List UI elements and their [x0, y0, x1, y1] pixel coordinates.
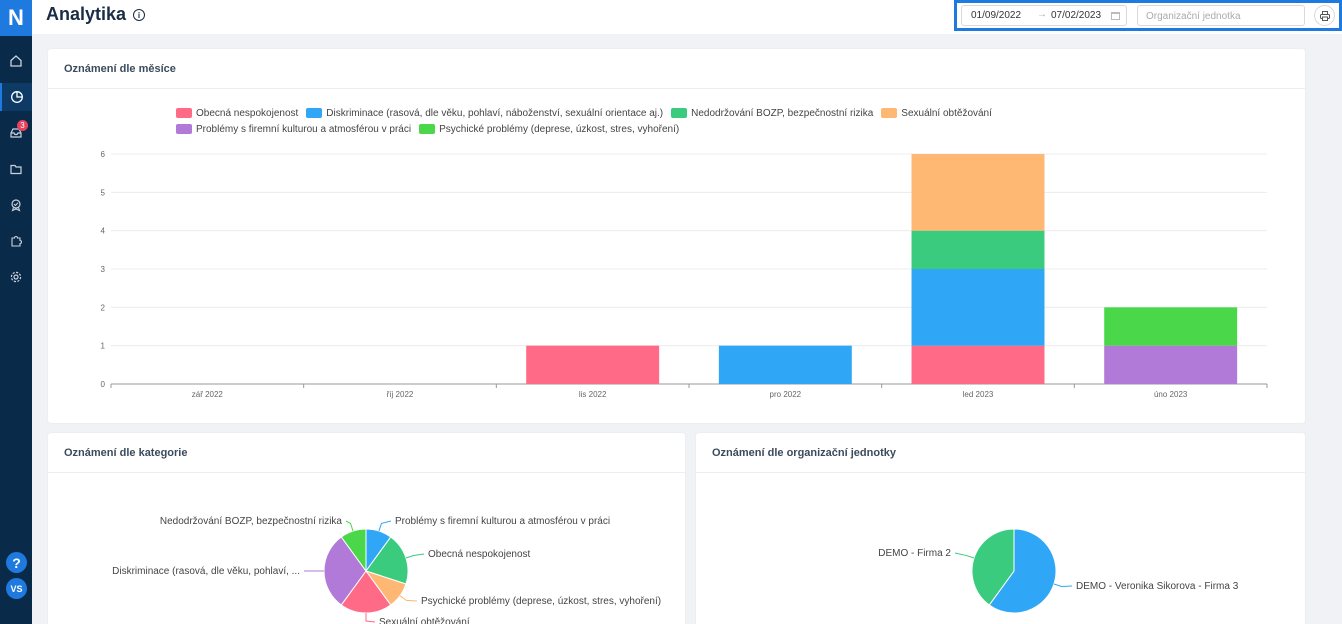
legend-item[interactable]: Nedodržování BOZP, bezpečnostní rizika [671, 105, 873, 121]
legend-item[interactable]: Obecná nespokojenost [176, 105, 298, 121]
pie-label-line [405, 553, 425, 559]
x-tick-label: zář 2022 [192, 390, 224, 399]
legend-label: Obecná nespokojenost [196, 107, 299, 119]
legend-label: Sexuální obtěžování [901, 107, 992, 119]
pie-label-line [1053, 583, 1073, 587]
legend-item[interactable]: Problémy s firemní kulturou a atmosférou… [176, 121, 411, 137]
x-tick-label: led 2023 [963, 390, 994, 399]
pie-label-line [399, 595, 418, 602]
pie-label: Obecná nespokojenost [428, 549, 531, 560]
bar-chart: 0 1 2 3 4 5 6 zář 2022 říj 2022 lis 2022 pro 2022 l… [101, 150, 1268, 399]
card-reports-by-category: Oznámení dle kategorie Problémy s firemn… [48, 433, 685, 624]
help-button[interactable]: ? [6, 552, 27, 573]
chart-legend: Obecná nespokojenost Diskriminace (rasová… [176, 105, 1236, 137]
date-to[interactable]: 07/02/2023 [1051, 10, 1102, 21]
pie-slice[interactable] [988, 528, 1057, 614]
pie-label: Psychické problémy (deprese, úzkost, str… [421, 596, 661, 607]
x-tick-label: říj 2022 [387, 390, 414, 399]
calendar-icon [1111, 12, 1120, 20]
printer-icon [1319, 10, 1330, 21]
legend-swatch [419, 124, 436, 134]
legend-swatch [671, 108, 688, 118]
bar-segment[interactable] [911, 345, 1045, 384]
y-tick-label: 4 [101, 227, 106, 236]
sidebar-item-analytics[interactable] [0, 83, 32, 111]
sidebar-item-home[interactable] [0, 47, 32, 75]
puzzle-icon [11, 236, 22, 247]
app-logo[interactable]: N [0, 0, 32, 36]
y-tick-label: 0 [101, 380, 106, 389]
bar-segment[interactable] [911, 154, 1045, 231]
home-icon [10, 55, 22, 67]
date-arrow: → [1037, 9, 1047, 20]
badge-check-icon [11, 199, 21, 212]
pie-label-line [365, 613, 376, 623]
legend-item[interactable]: Diskriminace (rasová, dle věku, pohlaví,… [306, 105, 663, 121]
pie-label-line [378, 520, 392, 532]
legend-label: Psychické problémy (deprese, úzkost, str… [439, 123, 680, 135]
pie-label: DEMO - Veronika Sikorova - Firma 3 [1076, 581, 1239, 592]
y-tick-label: 3 [101, 265, 106, 274]
folder-icon [10, 164, 22, 175]
bar-segment[interactable] [718, 345, 852, 384]
bar-segment[interactable] [526, 345, 660, 384]
bar-segment[interactable] [1104, 307, 1238, 346]
info-icon[interactable]: i [133, 9, 145, 21]
legend-swatch [881, 108, 898, 118]
inbox-icon [10, 128, 22, 138]
y-tick-label: 5 [101, 188, 106, 197]
org-unit-pie-chart: DEMO - Veronika Sikorova - Firma 3 DEMO -… [878, 528, 1239, 614]
sidebar-item-folder[interactable] [0, 155, 32, 183]
sidebar-item-integrations[interactable] [0, 227, 32, 255]
pie-label: Problémy s firemní kulturou a atmosférou… [395, 516, 610, 527]
date-from[interactable]: 01/09/2022 [971, 10, 1022, 21]
pie-slice[interactable] [340, 528, 367, 573]
card-reports-by-month: Oznámení dle měsíce Obecná nespokojenost… [48, 49, 1305, 423]
pie-label: Sexuální obtěžování [379, 617, 470, 624]
page-header: Analytika i 01/09/2022 → 07/02/2023 Orga… [32, 0, 1342, 34]
card-title: Oznámení dle organizační jednotky [696, 433, 1305, 473]
sidebar-item-inbox[interactable]: 3 [0, 119, 32, 147]
card-reports-by-org-unit: Oznámení dle organizační jednotky DEMO -… [696, 433, 1305, 624]
x-tick-label: úno 2023 [1154, 390, 1188, 399]
sidebar: N 3 ? VS [0, 0, 32, 624]
y-tick-label: 2 [101, 303, 106, 312]
y-tick-label: 6 [101, 150, 106, 159]
legend-swatch [306, 108, 323, 118]
page-title: Analytika [46, 4, 127, 24]
print-button[interactable] [1314, 5, 1335, 26]
legend-swatch [176, 124, 192, 134]
x-tick-label: lis 2022 [579, 390, 607, 399]
legend-label: Nedodržování BOZP, bezpečnostní rizika [691, 107, 874, 119]
legend-swatch [176, 108, 192, 118]
bar-segment[interactable] [911, 269, 1045, 346]
org-unit-select[interactable]: Organizační jednotka [1137, 5, 1305, 26]
gear-icon [10, 271, 22, 283]
pie-chart-icon [11, 91, 23, 103]
pie-label: DEMO - Firma 2 [878, 548, 951, 559]
card-title: Oznámení dle kategorie [48, 433, 685, 473]
legend-item[interactable]: Psychické problémy (deprese, úzkost, str… [419, 121, 679, 137]
bar-segment[interactable] [911, 230, 1045, 269]
pie-label: Nedodržování BOZP, bezpečnostní rizika [160, 516, 343, 527]
pie-slice[interactable] [323, 536, 367, 606]
pie-slice[interactable] [365, 536, 409, 585]
legend-label: Diskriminace (rasová, dle věku, pohlaví,… [326, 107, 664, 119]
sidebar-item-settings[interactable] [0, 263, 32, 291]
x-tick-label: pro 2022 [770, 390, 802, 399]
date-range-picker[interactable]: 01/09/2022 → 07/02/2023 [961, 5, 1127, 26]
sidebar-item-cases[interactable] [0, 191, 32, 219]
bar-segment[interactable] [1104, 345, 1238, 384]
legend-item[interactable]: Sexuální obtěžování [881, 105, 992, 121]
card-title: Oznámení dle měsíce [48, 49, 1305, 89]
user-avatar[interactable]: VS [6, 578, 27, 599]
inbox-badge: 3 [17, 120, 28, 131]
pie-label-line [954, 552, 975, 559]
category-pie-chart: Problémy s firemní kulturou a atmosférou… [112, 516, 661, 624]
y-tick-label: 1 [101, 342, 106, 351]
pie-label-line [345, 520, 354, 532]
pie-label: Diskriminace (rasová, dle věku, pohlaví,… [112, 566, 300, 577]
filter-bar: 01/09/2022 → 07/02/2023 Organizační jedn… [954, 0, 1342, 31]
legend-label: Problémy s firemní kulturou a atmosférou… [196, 123, 412, 135]
